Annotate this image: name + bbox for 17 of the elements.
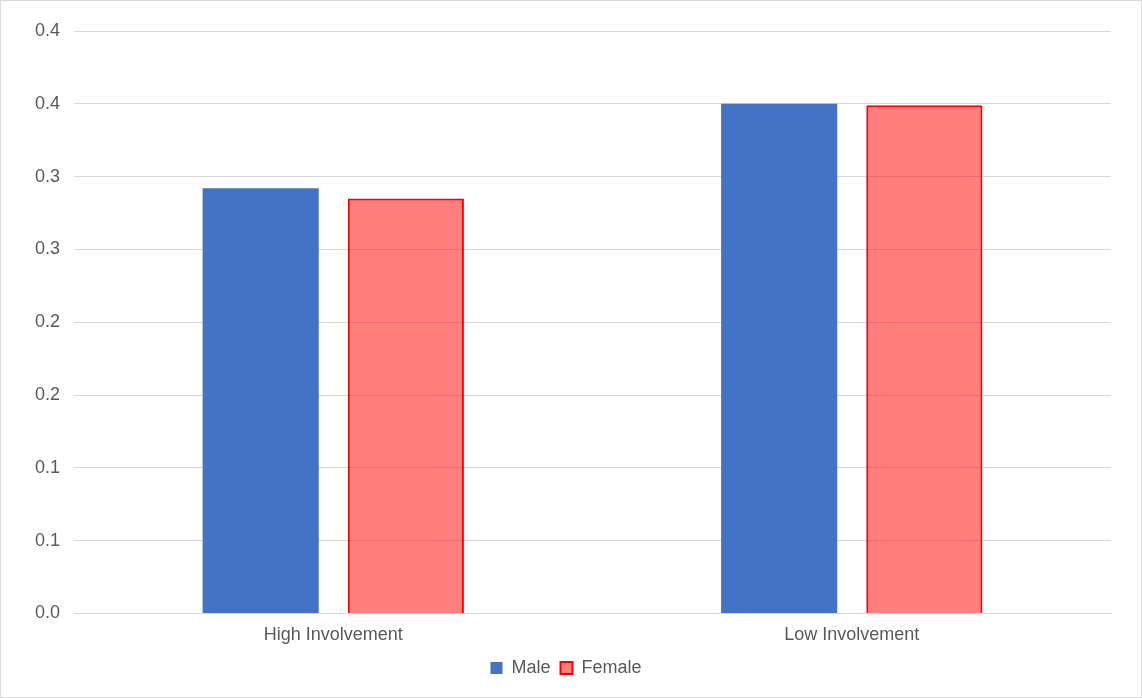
y-tick-label: 0.1 <box>34 529 61 550</box>
y-tick-label: 0.4 <box>34 19 61 40</box>
legend-label: Male <box>511 656 551 677</box>
bar <box>347 198 464 613</box>
x-tick-label: High Involvement <box>263 624 403 645</box>
y-tick-label: 0.1 <box>34 456 61 477</box>
bar <box>202 188 319 613</box>
x-tick-label: Low Involvement <box>784 624 920 645</box>
bar <box>721 103 838 613</box>
y-tick-label: 0.2 <box>34 311 61 332</box>
y-tick-label: 0.4 <box>34 92 61 113</box>
y-tick-label: 0.3 <box>34 165 61 186</box>
bar <box>866 105 983 613</box>
y-tick-label: 0.3 <box>34 238 61 259</box>
legend-label: Female <box>581 656 642 677</box>
y-tick-label: 0.2 <box>34 383 61 404</box>
y-tick-label: 0.0 <box>34 602 61 623</box>
